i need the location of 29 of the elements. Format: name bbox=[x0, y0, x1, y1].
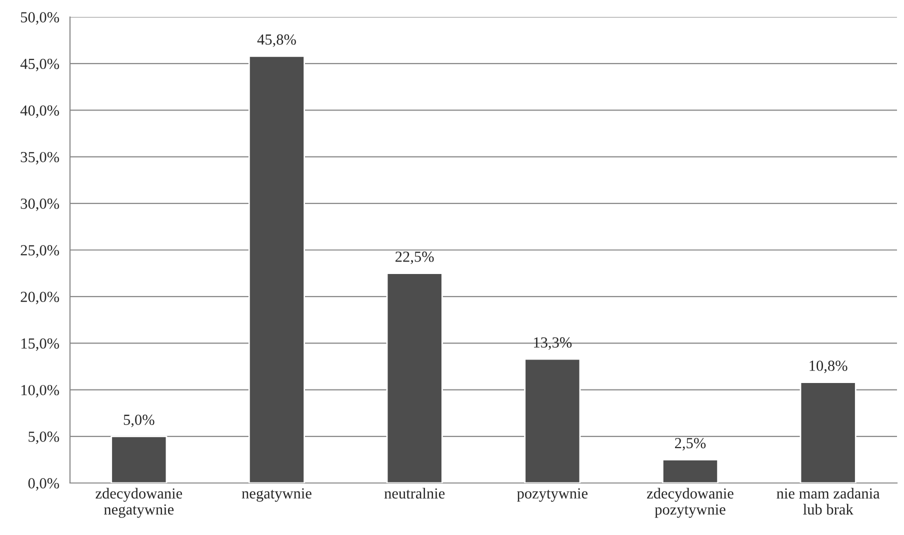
data-label: 10,8% bbox=[810, 360, 848, 374]
bar bbox=[524, 358, 581, 483]
y-tick-label: 10,0% bbox=[21, 384, 60, 398]
y-tick-label: 40,0% bbox=[20, 105, 60, 118]
x-tick-label: pozytywnie bbox=[517, 488, 588, 502]
data-label: 2,5% bbox=[675, 438, 706, 450]
data-label: 22,5% bbox=[396, 252, 434, 264]
data-label: 13,3% bbox=[534, 337, 572, 350]
x-tick-label: nie mam zadania lub brak bbox=[776, 488, 880, 515]
y-tick-label: 35,0% bbox=[20, 152, 60, 164]
y-tick-label: 25,0% bbox=[20, 245, 60, 258]
x-tick-label: zdecydowanie pozytywnie bbox=[646, 488, 734, 518]
data-label: 5,0% bbox=[124, 414, 154, 428]
bar bbox=[110, 436, 168, 483]
x-tick-label: neutralnie bbox=[384, 488, 445, 499]
x-tick-label: negatywnie bbox=[242, 488, 312, 502]
y-tick-label: 20,0% bbox=[20, 292, 60, 304]
bar bbox=[800, 382, 856, 483]
y-tick-label: 30,0% bbox=[20, 198, 60, 212]
y-tick-label: 45,0% bbox=[20, 58, 60, 72]
y-tick-label: 5,0% bbox=[28, 432, 60, 444]
data-label: 45,8% bbox=[257, 34, 296, 47]
y-tick-label: 0,0% bbox=[28, 478, 60, 491]
bar bbox=[248, 55, 306, 483]
y-tick-label: 15,0% bbox=[21, 338, 60, 351]
bar bbox=[662, 459, 719, 483]
x-tick-label: zdecydowanie negatywnie bbox=[96, 488, 182, 518]
y-tick-label: 50,0% bbox=[21, 12, 60, 25]
bar bbox=[386, 272, 443, 483]
